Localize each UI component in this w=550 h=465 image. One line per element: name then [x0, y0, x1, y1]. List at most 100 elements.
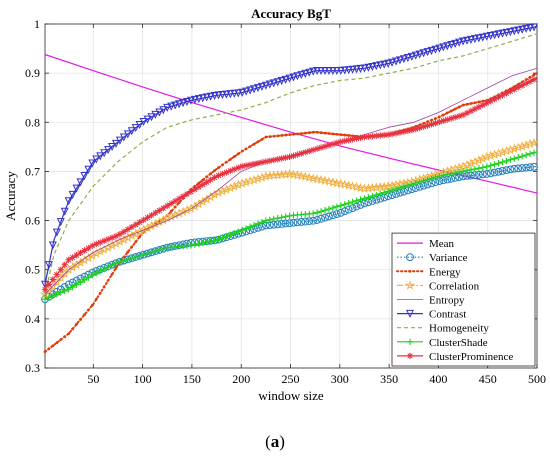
data-point-clusterprominence — [341, 137, 348, 145]
data-point-clustershade — [45, 294, 53, 301]
data-point-clusterprominence — [211, 174, 218, 181]
data-point-contrast — [372, 62, 381, 71]
data-point-contrast — [356, 64, 365, 73]
data-point-clustershade — [104, 264, 112, 271]
data-point-contrast — [415, 50, 424, 59]
data-point-clustershade — [246, 223, 254, 231]
data-point-contrast — [202, 93, 211, 102]
data-point-energy — [51, 344, 55, 348]
data-point-contrast — [328, 66, 337, 76]
data-point-contrast — [297, 71, 306, 80]
data-point-energy — [528, 75, 532, 79]
data-point-correlation — [359, 183, 370, 193]
data-point-contrast — [403, 54, 412, 63]
data-point-energy — [311, 130, 315, 134]
data-point-contrast — [470, 35, 479, 44]
data-point-energy — [276, 134, 280, 138]
data-point-clustershade — [120, 257, 128, 264]
data-point-energy — [453, 107, 457, 111]
legend-marker-clusterprominence — [406, 352, 414, 360]
data-point-correlation — [190, 201, 200, 211]
data-point-contrast — [384, 59, 393, 68]
data-point-clustershade — [503, 157, 510, 165]
data-point-clustershade — [108, 262, 116, 269]
data-point-energy — [299, 132, 303, 135]
data-point-energy — [130, 245, 134, 249]
data-point-contrast — [447, 41, 456, 50]
x-tick-label-1: 100 — [134, 372, 152, 386]
data-point-energy — [47, 347, 51, 351]
series-contrast — [40, 23, 539, 289]
data-point-clusterprominence — [270, 156, 277, 164]
data-point-clusterprominence — [345, 136, 352, 144]
data-point-contrast — [230, 89, 239, 98]
data-point-correlation — [493, 148, 504, 158]
data-point-clusterprominence — [168, 200, 175, 207]
data-point-contrast — [147, 113, 156, 122]
x-tick-label-3: 200 — [232, 372, 250, 386]
data-point-energy — [430, 118, 433, 122]
caption-close: ) — [279, 432, 285, 451]
data-point-clustershade — [93, 269, 100, 277]
data-point-energy — [98, 291, 102, 295]
data-point-clusterprominence — [148, 212, 155, 219]
legend-item-mean: Mean — [397, 238, 455, 250]
data-point-variance — [281, 219, 290, 228]
data-point-energy — [67, 332, 71, 335]
y-tick-label-0: 0.3 — [25, 361, 40, 375]
data-point-clusterprominence — [329, 140, 337, 148]
data-point-energy — [79, 318, 82, 321]
data-point-contrast — [214, 91, 223, 100]
y-tick-label-5: 0.8 — [25, 115, 40, 129]
legend-item-homogeneity: Homogeneity — [397, 323, 489, 335]
data-point-clusterprominence — [384, 131, 392, 138]
data-point-clusterprominence — [215, 172, 222, 179]
data-point-energy — [347, 134, 351, 137]
data-point-clusterprominence — [302, 149, 309, 156]
y-tick-label-2: 0.5 — [25, 263, 40, 277]
data-point-contrast — [376, 61, 385, 70]
data-point-energy — [59, 338, 63, 342]
data-point-clusterprominence — [499, 92, 506, 99]
axes-box — [44, 23, 538, 369]
data-point-clusterprominence — [227, 167, 234, 175]
data-point-clustershade — [400, 183, 408, 190]
data-point-variance — [317, 214, 325, 223]
data-point-clustershade — [404, 182, 412, 189]
data-point-variance — [502, 166, 511, 175]
data-point-correlation — [83, 252, 94, 263]
data-point-clustershade — [369, 192, 376, 200]
data-point-contrast — [119, 133, 128, 142]
data-point-correlation — [351, 181, 362, 192]
data-point-clusterprominence — [89, 242, 96, 249]
data-point-energy — [303, 131, 307, 135]
data-point-clusterprominence — [440, 117, 447, 125]
data-point-contrast — [194, 95, 203, 104]
data-point-energy — [449, 109, 453, 113]
data-point-clusterprominence — [321, 143, 329, 150]
data-point-contrast — [68, 190, 77, 199]
data-point-contrast — [186, 96, 195, 105]
data-point-clusterprominence — [41, 286, 49, 293]
data-point-clusterprominence — [467, 107, 475, 115]
data-point-contrast — [155, 108, 164, 117]
data-point-clustershade — [49, 292, 57, 300]
data-point-contrast — [56, 218, 65, 227]
data-point-clustershade — [455, 169, 463, 176]
data-point-clustershade — [266, 216, 274, 223]
data-point-clusterprominence — [448, 115, 455, 122]
data-point-clusterprominence — [479, 101, 486, 109]
data-point-clustershade — [511, 155, 518, 162]
legend-label-contrast: Contrast — [429, 309, 466, 321]
series-homogeneity — [44, 33, 538, 295]
data-point-clusterprominence — [416, 124, 423, 132]
data-point-correlation — [367, 182, 378, 192]
data-point-clusterprominence — [45, 281, 53, 288]
data-point-clusterprominence — [171, 197, 179, 205]
data-point-correlation — [300, 171, 311, 181]
data-point-clustershade — [321, 207, 329, 214]
data-point-variance — [285, 219, 294, 228]
data-point-clustershade — [128, 255, 135, 262]
data-point-clustershade — [416, 178, 423, 186]
data-point-clusterprominence — [475, 103, 483, 111]
